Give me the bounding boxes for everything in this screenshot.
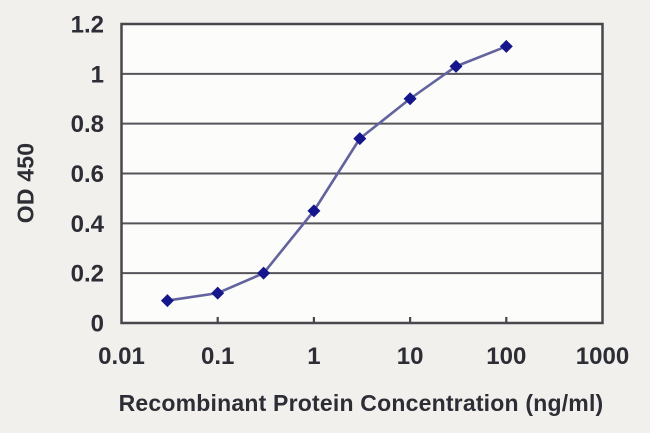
x-tick-label: 10 xyxy=(397,343,424,370)
plot-border xyxy=(120,22,604,325)
data-point-marker xyxy=(160,294,174,308)
y-tick-label: 1.2 xyxy=(71,12,104,39)
data-point-marker xyxy=(403,92,417,106)
data-point-marker xyxy=(499,39,513,53)
y-tick-label: 0 xyxy=(91,311,104,338)
data-point-marker xyxy=(449,59,463,73)
data-point-marker xyxy=(353,132,367,146)
y-tick-label: 0.2 xyxy=(71,261,104,288)
x-tick-label: 100 xyxy=(486,343,526,370)
x-tick-label: 0.1 xyxy=(201,343,234,370)
x-tick-label: 0.01 xyxy=(98,343,145,370)
y-tick-label: 0.8 xyxy=(71,111,104,138)
data-point-marker xyxy=(307,204,321,218)
y-tick-label: 0.6 xyxy=(71,161,104,188)
x-tick-label: 1 xyxy=(307,343,320,370)
series-line xyxy=(166,45,508,302)
y-tick-label: 0.4 xyxy=(71,211,105,238)
data-point-marker xyxy=(257,266,271,280)
y-axis-title: OD 450 xyxy=(12,142,39,224)
data-point-marker xyxy=(211,286,225,300)
x-axis-title: Recombinant Protein Concentration (ng/ml… xyxy=(118,390,604,416)
y-tick-label: 1 xyxy=(91,61,104,88)
x-tick-label: 1000 xyxy=(576,343,629,370)
